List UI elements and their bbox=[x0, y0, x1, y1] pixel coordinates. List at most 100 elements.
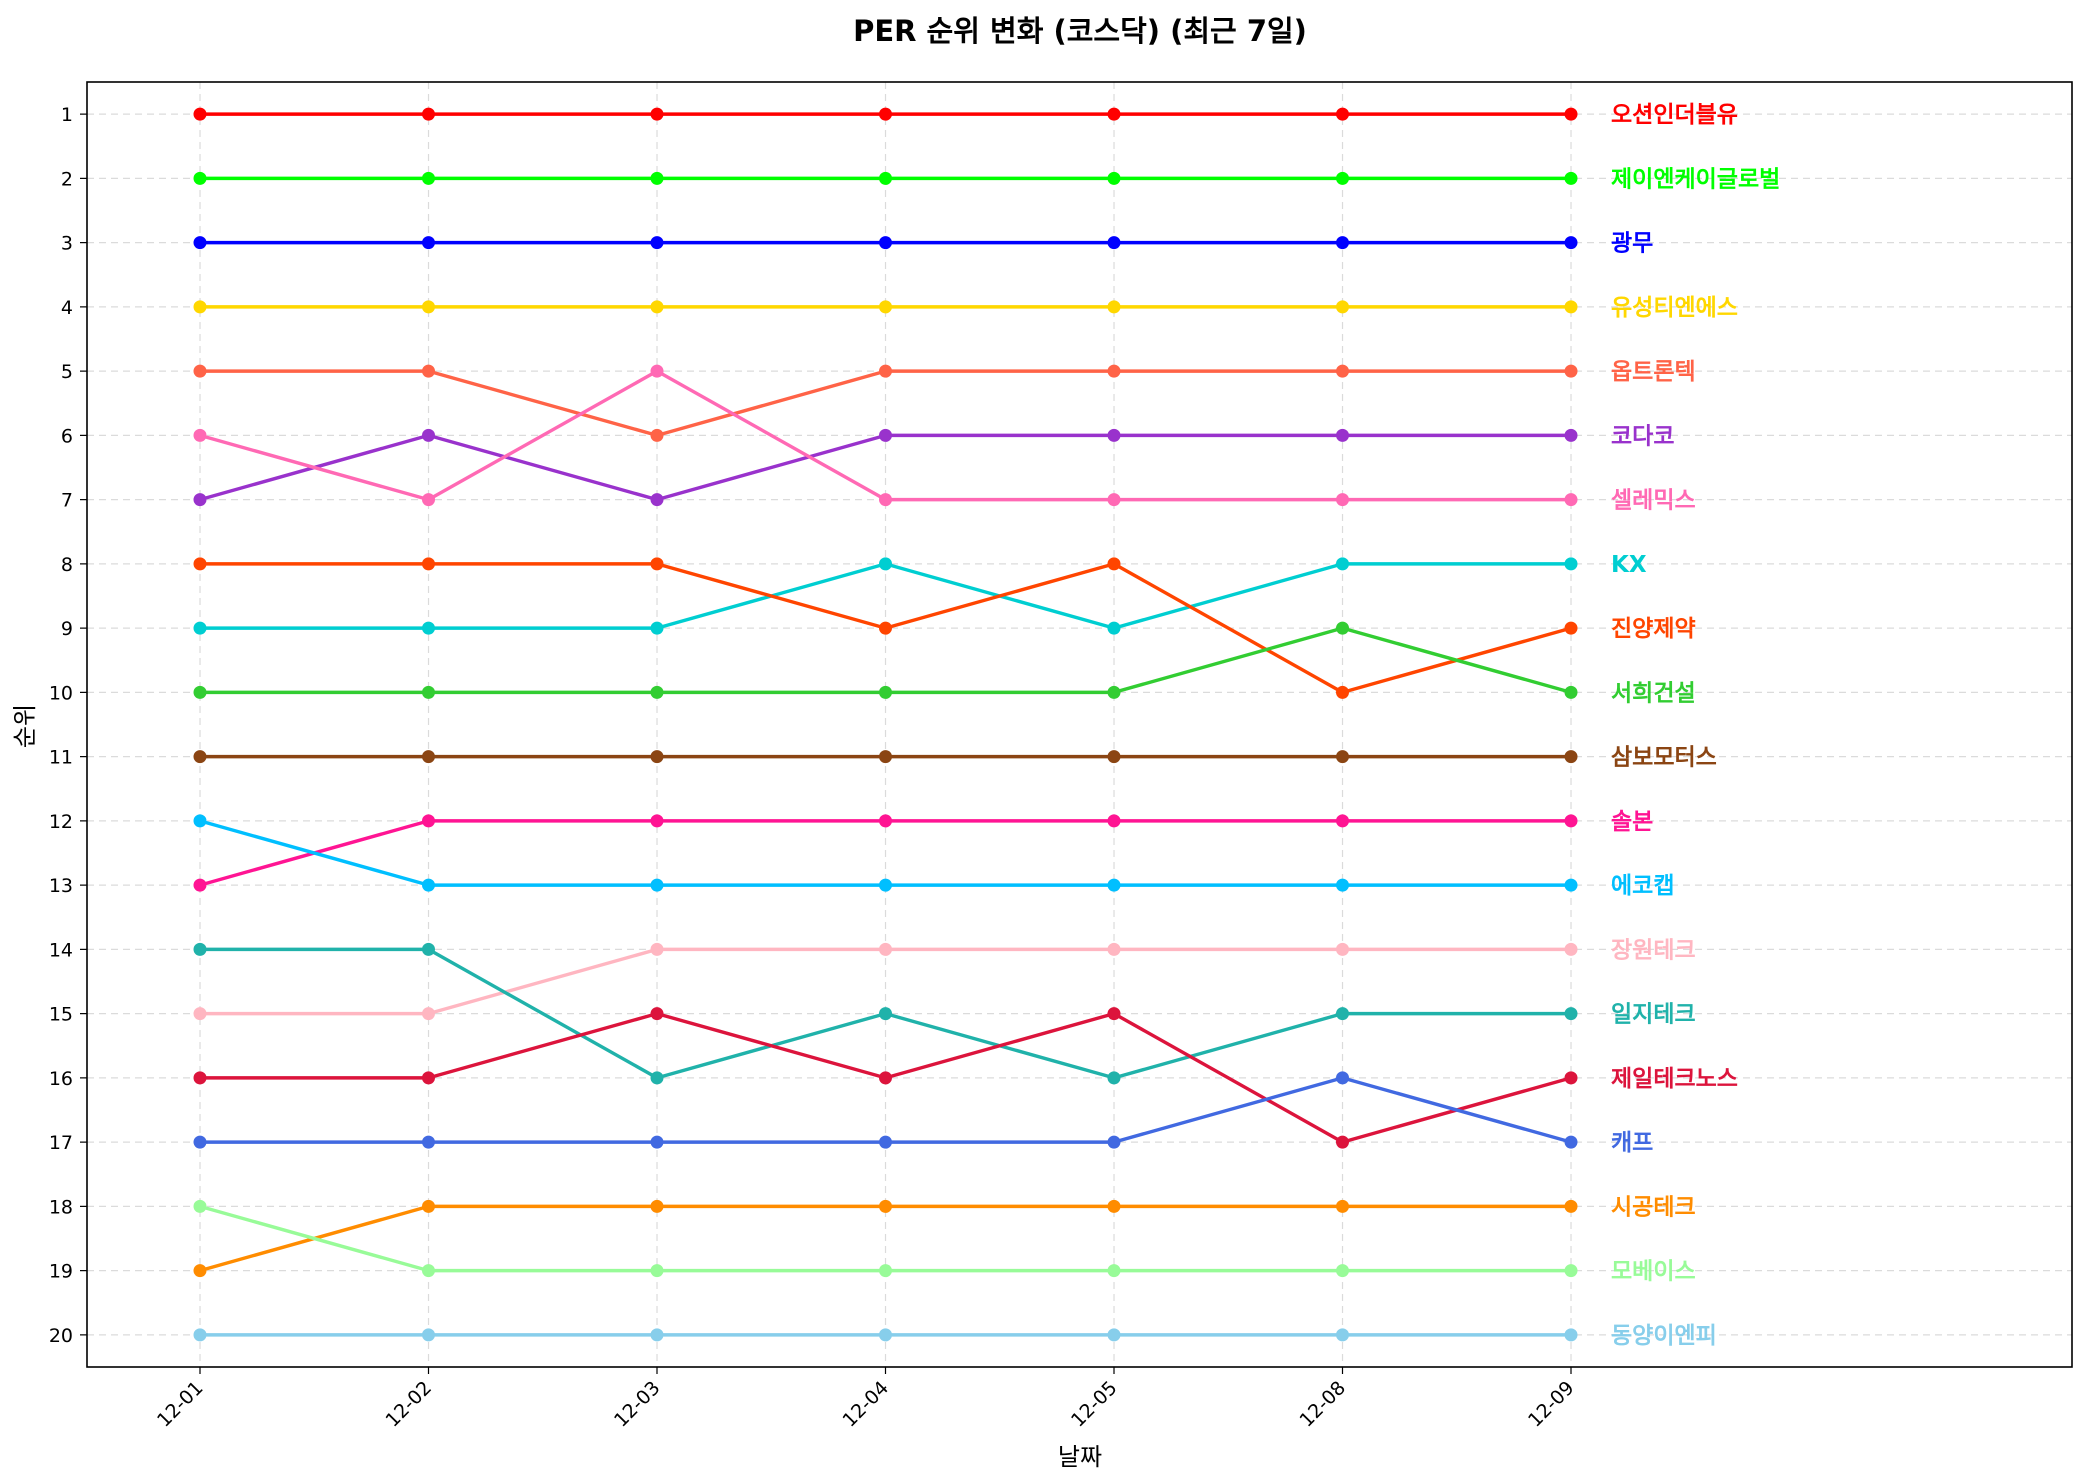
data-point bbox=[1336, 236, 1349, 250]
data-point bbox=[1107, 1199, 1121, 1213]
y-axis-label: 순위 bbox=[11, 704, 39, 748]
y-tick-label: 8 bbox=[61, 554, 73, 576]
data-point bbox=[422, 878, 435, 892]
data-point bbox=[1564, 364, 1578, 378]
data-point bbox=[879, 685, 892, 699]
data-point bbox=[879, 621, 892, 635]
data-point bbox=[1564, 878, 1578, 892]
data-point bbox=[650, 107, 664, 121]
data-point bbox=[1564, 107, 1578, 121]
data-point bbox=[1107, 878, 1121, 892]
data-point bbox=[1564, 1135, 1578, 1149]
data-point bbox=[879, 1135, 892, 1149]
data-point bbox=[422, 236, 435, 250]
data-point bbox=[650, 1199, 664, 1213]
series-label: 제이엔케이글로벌 bbox=[1611, 166, 1780, 192]
series-group: 시공테크 bbox=[193, 1194, 1696, 1278]
data-point bbox=[193, 1328, 207, 1342]
data-point bbox=[422, 814, 435, 828]
data-point bbox=[422, 1135, 435, 1149]
data-point bbox=[422, 1264, 435, 1278]
data-point bbox=[1107, 1007, 1121, 1021]
series-group: 광무 bbox=[193, 231, 1653, 257]
y-tick-label: 20 bbox=[49, 1325, 73, 1347]
y-tick-label: 16 bbox=[49, 1068, 73, 1090]
y-tick-label: 7 bbox=[61, 490, 73, 512]
data-point bbox=[1336, 1007, 1349, 1021]
data-point bbox=[650, 621, 664, 635]
data-point bbox=[1336, 942, 1349, 956]
data-point bbox=[650, 878, 664, 892]
data-point bbox=[193, 1071, 207, 1085]
data-point bbox=[650, 364, 664, 378]
data-point bbox=[1107, 1071, 1121, 1085]
data-point bbox=[879, 1071, 892, 1085]
data-point bbox=[1107, 1135, 1121, 1149]
data-point bbox=[1107, 685, 1121, 699]
data-point bbox=[1564, 942, 1578, 956]
data-point bbox=[1564, 685, 1578, 699]
data-point bbox=[1336, 1199, 1349, 1213]
data-point bbox=[1336, 428, 1349, 442]
series-group: 오션인더블유 bbox=[193, 102, 1738, 128]
x-axis-label: 날짜 bbox=[1058, 1443, 1102, 1471]
data-point bbox=[1564, 1007, 1578, 1021]
data-point bbox=[1564, 1264, 1578, 1278]
data-point bbox=[650, 942, 664, 956]
data-point bbox=[422, 1071, 435, 1085]
series-label: 솔본 bbox=[1611, 809, 1653, 835]
data-point bbox=[879, 1007, 892, 1021]
data-point bbox=[1564, 814, 1578, 828]
series-group: 에코캡 bbox=[193, 814, 1674, 899]
series-group: 진양제약 bbox=[193, 557, 1696, 699]
data-point bbox=[193, 428, 207, 442]
series-label: KX bbox=[1611, 552, 1647, 578]
series-group: 코다코 bbox=[193, 423, 1674, 507]
data-point bbox=[1336, 171, 1349, 185]
series-label: 셀레믹스 bbox=[1611, 488, 1696, 514]
data-point bbox=[193, 814, 207, 828]
series-label: 시공테크 bbox=[1611, 1194, 1696, 1220]
data-point bbox=[1107, 364, 1121, 378]
data-point bbox=[1564, 750, 1578, 764]
data-point bbox=[193, 750, 207, 764]
data-point bbox=[422, 621, 435, 635]
y-tick-label: 5 bbox=[61, 361, 73, 383]
data-point bbox=[1336, 878, 1349, 892]
data-point bbox=[193, 493, 207, 507]
data-point bbox=[1336, 814, 1349, 828]
data-point bbox=[1336, 107, 1349, 121]
data-point bbox=[1336, 493, 1349, 507]
series-group: 캐프 bbox=[193, 1071, 1653, 1156]
series-group: 모베이스 bbox=[193, 1199, 1696, 1285]
data-point bbox=[879, 1264, 892, 1278]
series-label: 옵트론텍 bbox=[1611, 359, 1696, 385]
data-point bbox=[879, 428, 892, 442]
data-point bbox=[1336, 1328, 1349, 1342]
y-tick-label: 1 bbox=[61, 104, 73, 126]
data-point bbox=[193, 1264, 207, 1278]
data-point bbox=[1336, 621, 1349, 635]
data-point bbox=[193, 236, 207, 250]
series-label: 서희건설 bbox=[1611, 680, 1696, 706]
data-point bbox=[1336, 1071, 1349, 1085]
data-point bbox=[1336, 685, 1349, 699]
y-tick-label: 2 bbox=[61, 168, 73, 190]
series-label: 오션인더블유 bbox=[1611, 102, 1738, 128]
data-point bbox=[193, 878, 207, 892]
series-label: 장원테크 bbox=[1611, 937, 1696, 963]
data-point bbox=[422, 107, 435, 121]
data-point bbox=[1564, 300, 1578, 314]
data-point bbox=[193, 300, 207, 314]
data-point bbox=[422, 685, 435, 699]
data-point bbox=[193, 1135, 207, 1149]
y-tick-label: 4 bbox=[61, 297, 73, 319]
series-group: 장원테크 bbox=[193, 937, 1696, 1021]
data-point bbox=[193, 171, 207, 185]
data-point bbox=[1107, 107, 1121, 121]
data-point bbox=[1336, 1135, 1349, 1149]
series-label: 모베이스 bbox=[1611, 1259, 1696, 1285]
